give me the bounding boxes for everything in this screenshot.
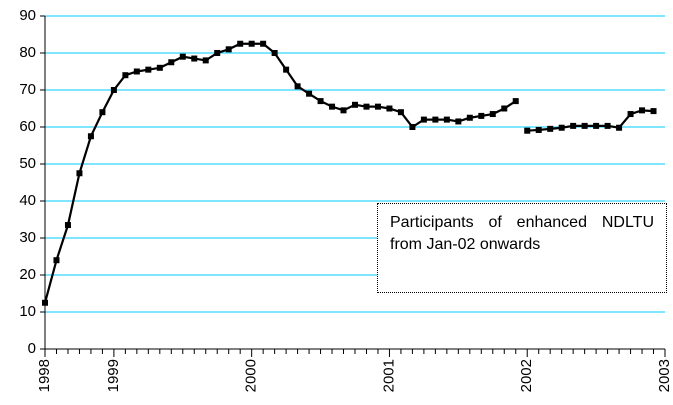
x-tick-label: 2002 [518,359,535,392]
y-tick-label: 30 [19,229,36,246]
marker [110,87,117,93]
marker [179,53,186,60]
marker [191,55,198,62]
marker [133,68,140,75]
marker [420,116,427,123]
y-tick-label: 60 [19,118,36,135]
marker [570,122,577,129]
x-tick-label: 2000 [243,359,260,392]
marker [639,107,646,114]
marker [225,46,232,53]
marker [122,72,129,79]
marker [455,118,462,125]
marker [294,83,301,90]
marker [271,50,278,56]
annotation: Participants of enhanced NDLTU from Jan-… [377,203,667,293]
y-tick-label: 20 [19,266,36,283]
marker [329,103,336,110]
y-tick-label: 0 [28,340,36,357]
marker [145,66,152,73]
marker [443,116,450,123]
marker [156,64,163,71]
x-tick-label: 1999 [105,359,122,392]
marker [260,40,267,47]
marker [581,122,588,129]
marker [489,111,496,118]
marker [352,101,358,108]
x-tick-label: 1998 [36,359,53,392]
marker [558,124,565,131]
series-line [527,109,654,132]
y-tick-label: 80 [19,44,36,61]
marker [547,125,554,132]
marker [168,59,175,66]
marker [512,98,519,105]
marker [466,114,473,121]
marker [363,103,370,110]
marker [237,40,244,47]
marker [374,103,381,110]
marker [604,122,611,129]
marker [501,105,508,112]
marker [42,299,48,306]
marker [283,66,290,73]
y-tick-label: 90 [19,7,36,24]
x-tick-label: 2001 [380,359,397,392]
marker [202,57,209,64]
y-tick-label: 40 [19,192,36,209]
marker [616,124,623,131]
marker [99,109,106,116]
marker [76,170,83,177]
y-tick-label: 70 [19,81,36,98]
marker [214,50,221,56]
y-tick-label: 10 [19,303,36,320]
marker [650,108,657,115]
marker [409,124,416,130]
marker [248,40,255,47]
marker [64,222,71,229]
marker [386,105,393,112]
marker [535,126,542,133]
marker [53,257,60,264]
marker [397,109,404,116]
y-tick-label: 50 [19,155,36,172]
marker [340,107,347,114]
marker [432,116,439,123]
marker [524,127,531,134]
x-tick-label: 2003 [656,359,673,392]
marker [478,112,485,119]
marker [317,98,324,105]
marker [627,111,634,118]
marker [87,133,94,140]
marker [306,90,313,97]
marker [593,122,600,129]
